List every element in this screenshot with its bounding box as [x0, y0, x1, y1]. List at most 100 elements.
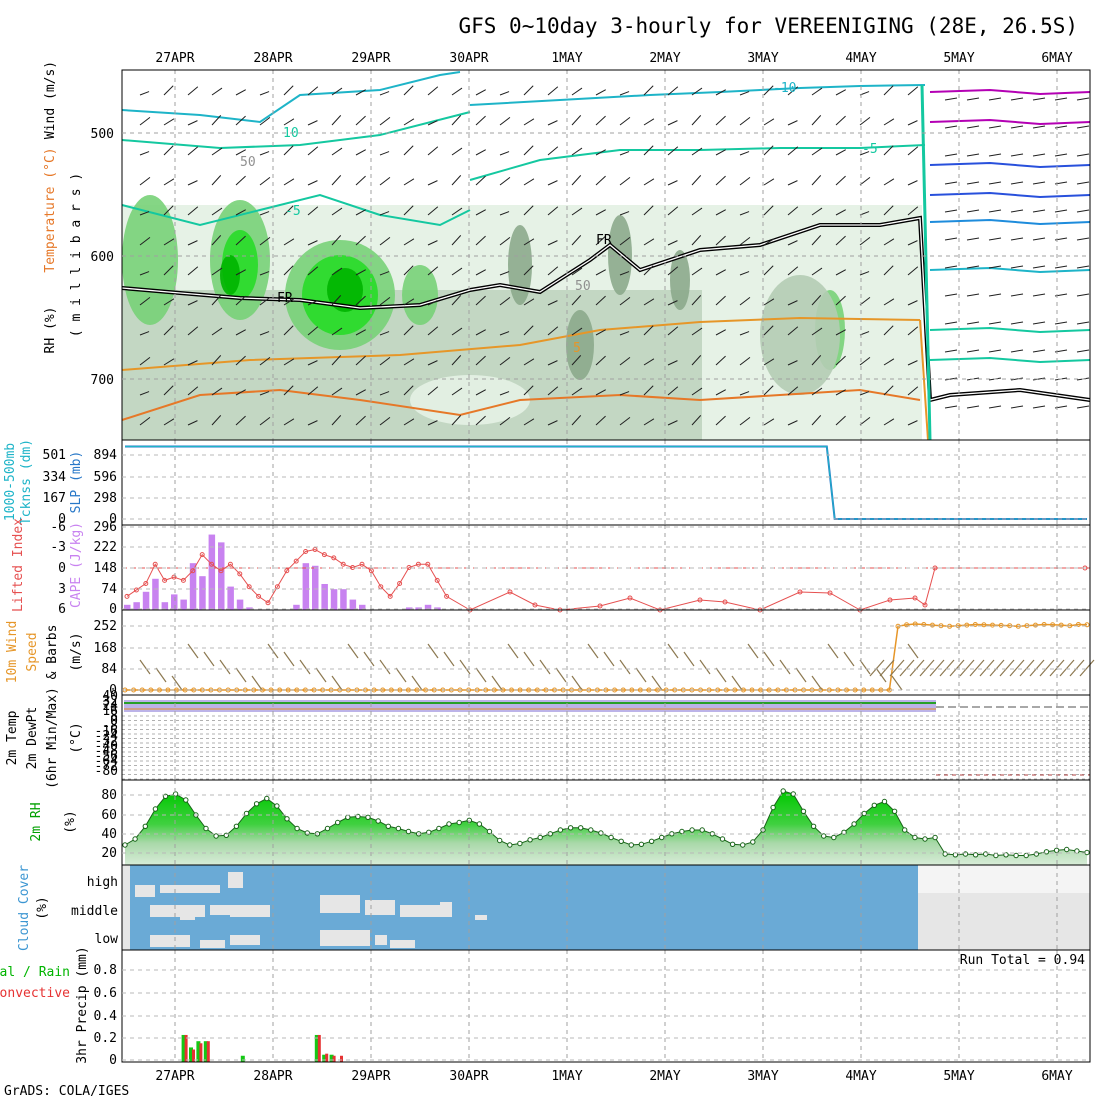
- dewpt2m-axis-label: 2m DewPt: [25, 707, 40, 770]
- wind-barb: [739, 331, 750, 336]
- wind-barb: [988, 209, 1002, 213]
- wind-barb: [739, 416, 751, 426]
- rh-contour-fill: [410, 375, 530, 425]
- wind-barb: [427, 240, 438, 246]
- wind-barb: [187, 146, 199, 156]
- wind-barb: [1032, 405, 1046, 409]
- surface-wind-barb: [1069, 659, 1085, 677]
- precip-conv-bar: [199, 1043, 203, 1062]
- wind-barb: [499, 331, 510, 336]
- lifted-index-point: [321, 552, 327, 558]
- surface-wind-barb: [427, 643, 439, 659]
- wind-barb: [859, 331, 870, 336]
- temp-unit-axis-label: (°C): [69, 722, 84, 753]
- wind-barb: [988, 293, 1002, 297]
- rh-point: [345, 814, 351, 820]
- wind-barb: [595, 209, 606, 216]
- wind-barb: [355, 329, 366, 336]
- wind-barb: [331, 147, 343, 156]
- date-label-bottom: 1MAY: [551, 1069, 582, 1084]
- wind-barb: [739, 91, 750, 96]
- wind-barb: [667, 86, 679, 96]
- rh2m-axis-label: 2m RH: [29, 802, 44, 841]
- wind-barb: [403, 85, 414, 96]
- wind-barb: [763, 238, 775, 246]
- rh-point: [993, 852, 999, 859]
- lifted-index-point: [912, 595, 918, 601]
- wind-barb: [499, 391, 510, 396]
- lifted-index-point: [152, 561, 158, 567]
- wind-barb: [811, 327, 823, 336]
- run-total-label: Run Total = 0.94: [960, 953, 1085, 968]
- wind-barb: [1054, 97, 1068, 101]
- wind-barb: [331, 295, 342, 306]
- rh-contour-fill: [220, 255, 240, 295]
- wind-barb: [859, 356, 871, 366]
- axis-tick-left: -3: [50, 540, 66, 555]
- rh-point: [851, 821, 857, 827]
- wind-barb: [595, 295, 606, 306]
- rh-point: [750, 839, 756, 845]
- wind-barb: [883, 358, 895, 366]
- rh-point: [618, 838, 624, 844]
- wind-barb: [811, 387, 823, 396]
- wind-barb: [547, 300, 558, 306]
- surface-wind-barb: [1059, 659, 1075, 677]
- surface-wind-barb: [219, 659, 231, 675]
- wind-barb: [595, 89, 606, 96]
- wind-barb: [379, 296, 391, 306]
- rh2m-unit-label: (%): [63, 810, 78, 833]
- date-label-top: 4MAY: [845, 51, 876, 66]
- thickness-unit-label: Tcknss (dm): [19, 439, 34, 525]
- date-label-bottom: 3MAY: [747, 1069, 778, 1084]
- wind-barb: [907, 206, 919, 216]
- wind-barb: [403, 265, 414, 276]
- total-rain-label: Total / Rain: [0, 965, 70, 980]
- temp-tick: 16: [102, 704, 118, 719]
- lifted-index-point: [180, 577, 186, 583]
- rh-point: [203, 825, 209, 832]
- wind-barb: [355, 115, 366, 126]
- wind-barb: [787, 180, 798, 186]
- surface-wind-barb: [891, 675, 903, 691]
- wind-barb: [283, 418, 295, 426]
- wind-barb: [307, 300, 318, 306]
- wind-barb: [547, 360, 558, 366]
- wind-barb: [595, 355, 606, 366]
- wind-barb: [691, 327, 703, 336]
- surface-wind-barb: [747, 643, 759, 659]
- wind-barb: [355, 355, 366, 366]
- wind-barb: [379, 331, 390, 336]
- wind-barb: [907, 86, 919, 96]
- cloud-gap: [440, 902, 452, 917]
- wind-barb: [1010, 405, 1024, 409]
- rh-point: [648, 838, 655, 844]
- lifted-index-point: [922, 602, 928, 608]
- cape-bar: [208, 534, 216, 610]
- wind-tick: 84: [101, 662, 117, 677]
- cloud-level-label: low: [95, 932, 119, 947]
- wind-barb: [283, 385, 294, 396]
- wind-barb: [523, 358, 535, 366]
- wind-barb: [715, 209, 726, 216]
- wind-barb: [571, 415, 582, 426]
- wind-barb: [403, 178, 415, 186]
- rh-point: [983, 851, 989, 857]
- lifted-index-point: [312, 547, 318, 553]
- cape-bar: [406, 607, 413, 610]
- rh-point: [557, 827, 564, 833]
- wind-barb: [787, 240, 798, 246]
- temp-tick: -80: [95, 764, 118, 779]
- temp-tick: 0: [110, 714, 118, 729]
- wind-barb: [715, 269, 726, 276]
- rh-contour-fill: [122, 195, 178, 325]
- temp-tick: -56: [95, 749, 118, 764]
- wind-barb: [1032, 209, 1046, 213]
- wind-barb: [427, 360, 438, 366]
- rh-point: [689, 827, 695, 833]
- wind-barb: [331, 235, 342, 246]
- lifted-index-point: [218, 568, 224, 574]
- wind-barb: [715, 149, 726, 156]
- wind-barb: [499, 151, 510, 156]
